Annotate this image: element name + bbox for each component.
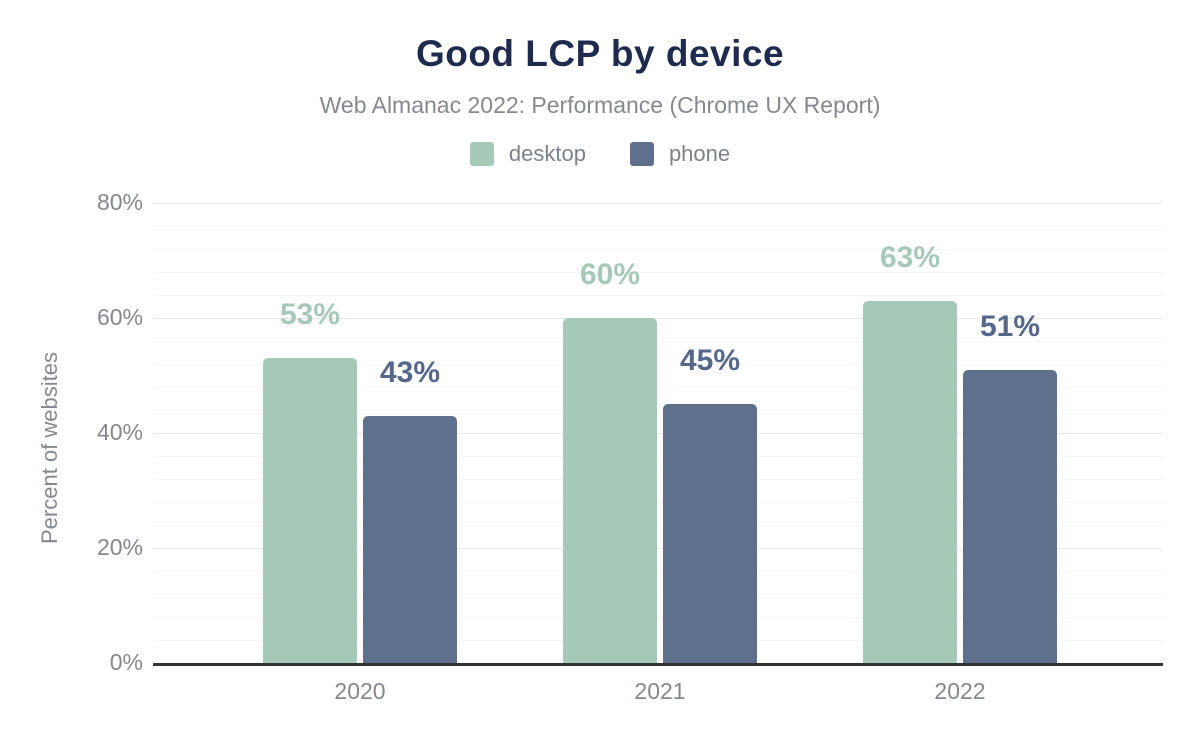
value-label-desktop-2022: 63% <box>879 240 941 274</box>
plot-area: 53% 60% 63% 43% 45% 51% 2020 2021 2022 <box>153 202 1163 704</box>
gridline-minor <box>153 639 1163 641</box>
legend-label-desktop: desktop <box>508 141 586 166</box>
gridline-minor <box>153 363 1163 365</box>
bar-phone-2022 <box>963 369 1057 663</box>
chart-subtitle: Web Almanac 2022: Performance (Chrome UX… <box>319 92 881 118</box>
y-axis-ticks: 0% 20% 40% 60% 80% <box>85 189 143 675</box>
gridline-minor <box>153 478 1163 480</box>
value-label-phone-2022: 51% <box>979 309 1041 343</box>
value-label-phone-2020: 43% <box>379 355 441 389</box>
bar-phone-2020 <box>363 415 457 663</box>
gridline-minor <box>153 386 1163 388</box>
gridline-minor <box>153 294 1163 296</box>
gridline-major <box>153 547 1163 549</box>
gridline-minor <box>153 593 1163 595</box>
legend-item-desktop: desktop <box>469 141 586 167</box>
bar-desktop-2020 <box>263 358 357 663</box>
gridline-minor <box>153 616 1163 618</box>
x-tick-label-2021: 2021 <box>634 678 686 704</box>
x-tick-label-2020: 2020 <box>334 678 386 704</box>
bar-desktop-2021 <box>563 318 657 663</box>
gridline-major <box>153 317 1163 319</box>
bar-phone-2021 <box>663 404 757 663</box>
y-tick-label: 20% <box>96 534 143 560</box>
gridline-minor <box>153 455 1163 457</box>
gridline-minor <box>153 524 1163 526</box>
gridline-minor <box>153 570 1163 572</box>
value-label-desktop-2021: 60% <box>579 258 641 291</box>
legend-swatch-phone-icon <box>629 142 654 166</box>
gridline-minor <box>153 248 1163 250</box>
value-label-desktop-2020: 53% <box>279 298 341 332</box>
legend: desktop phone <box>0 141 1200 167</box>
gridline-minor <box>153 225 1163 227</box>
gridline-major <box>153 432 1163 434</box>
y-tick-label: 60% <box>96 304 143 330</box>
x-tick-label-2022: 2022 <box>934 678 986 704</box>
gridline-major <box>153 202 1163 204</box>
y-tick-label: 40% <box>96 419 143 445</box>
gridline-minor <box>153 501 1163 503</box>
legend-label-phone: phone <box>668 141 731 166</box>
y-tick-label: 0% <box>109 649 143 675</box>
gridline-minor <box>153 409 1163 411</box>
y-tick-label: 80% <box>96 189 143 215</box>
legend-swatch-desktop-icon <box>469 142 494 166</box>
chart-title: Good LCP by device <box>415 33 785 74</box>
value-label-phone-2021: 45% <box>679 344 741 378</box>
gridline-minor <box>153 340 1163 342</box>
legend-item-phone: phone <box>629 141 731 167</box>
bar-desktop-2022 <box>863 300 957 663</box>
y-axis-title: Percent of websites <box>37 352 62 544</box>
gridline-minor <box>153 271 1163 273</box>
